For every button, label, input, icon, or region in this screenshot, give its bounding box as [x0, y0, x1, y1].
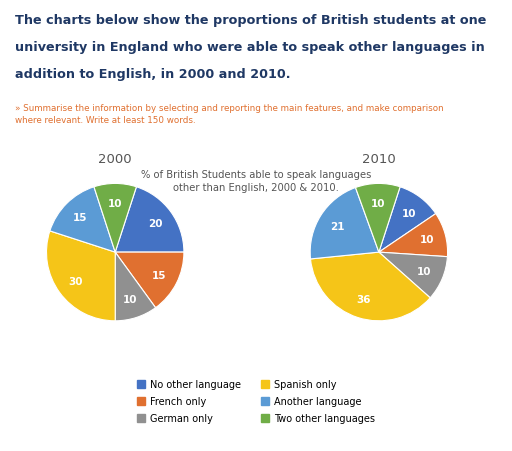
Wedge shape: [94, 184, 136, 253]
Text: % of British Students able to speak languages
other than English, 2000 & 2010.: % of British Students able to speak lang…: [141, 169, 371, 192]
Text: 15: 15: [152, 270, 166, 280]
Wedge shape: [310, 253, 430, 321]
Wedge shape: [50, 187, 115, 253]
Wedge shape: [379, 253, 447, 298]
Wedge shape: [115, 253, 184, 308]
Wedge shape: [115, 187, 184, 253]
Text: 20: 20: [148, 219, 162, 229]
Wedge shape: [355, 184, 400, 253]
Text: The charts below show the proportions of British students at one: The charts below show the proportions of…: [15, 14, 487, 27]
Text: 10: 10: [401, 208, 416, 218]
Text: 10: 10: [371, 198, 386, 208]
Wedge shape: [310, 188, 379, 259]
Wedge shape: [379, 214, 447, 257]
Wedge shape: [47, 231, 115, 321]
Text: 10: 10: [417, 267, 432, 276]
Text: 10: 10: [123, 295, 138, 304]
Text: university in England who were able to speak other languages in: university in England who were able to s…: [15, 41, 485, 54]
Text: 15: 15: [73, 213, 88, 223]
Text: 21: 21: [330, 221, 344, 231]
Text: 30: 30: [68, 276, 82, 286]
Wedge shape: [115, 253, 156, 321]
Text: 36: 36: [356, 295, 371, 304]
Text: » Summarise the information by selecting and reporting the main features, and ma: » Summarise the information by selecting…: [15, 104, 444, 124]
Title: 2000: 2000: [98, 153, 132, 166]
Title: 2010: 2010: [362, 153, 396, 166]
Text: 10: 10: [108, 198, 122, 208]
Legend: No other language, French only, German only, Spanish only, Another language, Two: No other language, French only, German o…: [135, 377, 377, 425]
Text: 10: 10: [419, 235, 434, 244]
Text: addition to English, in 2000 and 2010.: addition to English, in 2000 and 2010.: [15, 68, 291, 81]
Wedge shape: [379, 187, 436, 253]
